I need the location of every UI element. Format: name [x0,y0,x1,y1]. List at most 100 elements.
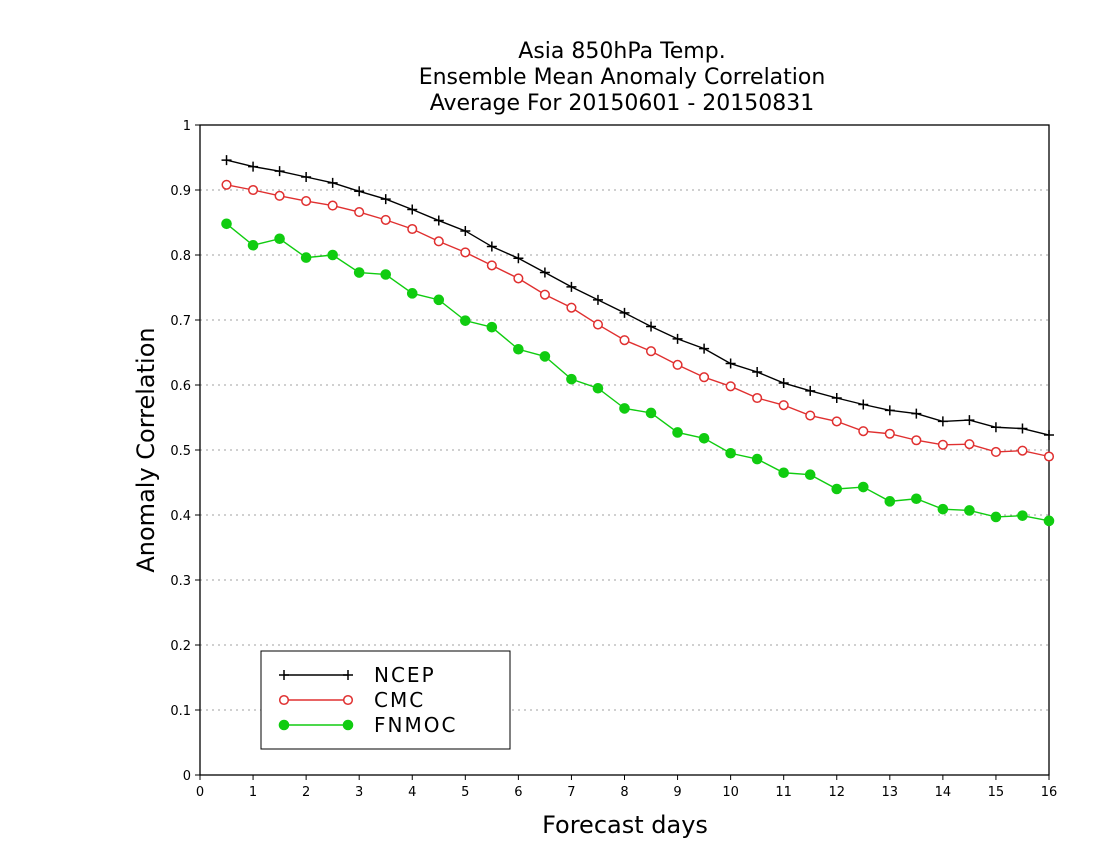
data-point [804,469,816,481]
data-point [433,294,445,306]
data-point [327,177,338,188]
data-point [964,439,975,450]
y-axis: 0 0.1 0.2 0.3 0.4 0.5 0.6 0.7 0.8 0.9 1 [170,119,200,784]
data-point [539,267,550,278]
data-point [221,155,232,166]
title-line-3: Average For 20150601 - 20150831 [430,91,815,116]
legend-label-fnmoc: FNMOC [374,713,457,737]
series-line-ncep [226,159,1050,436]
y-tick-label: 0.1 [170,704,191,719]
data-point [279,670,289,680]
x-tick-label: 11 [775,785,792,800]
series-ncep [221,155,1054,441]
data-point [301,196,312,207]
data-point [858,426,869,437]
data-point [805,410,816,421]
data-point [672,333,683,344]
data-point [911,493,922,505]
legend-item-fnmoc: FNMOC [278,713,457,737]
data-point [342,719,354,731]
x-axis: 0 1 2 3 4 5 6 7 8 9 10 11 12 13 14 15 16 [196,775,1057,800]
data-point [699,343,710,354]
y-tick-label: 0 [183,769,191,784]
data-point [221,218,232,230]
data-point [937,439,948,450]
data-point [566,281,577,292]
data-point [566,302,577,313]
data-point [353,267,365,278]
data-point [407,223,418,235]
x-axis-label: Forecast days [542,811,708,839]
data-point [592,382,604,394]
data-point [513,253,524,264]
data-point [406,288,418,299]
data-point [301,172,312,182]
data-point [486,321,498,333]
x-tick-label: 7 [567,785,575,800]
x-tick-label: 8 [620,785,628,800]
plot-series [221,155,1055,527]
data-point [672,427,683,438]
data-point [725,381,736,392]
data-point [274,190,285,201]
data-point [699,372,710,383]
x-tick-label: 3 [355,785,363,800]
data-point [486,241,497,252]
data-point [911,435,922,446]
data-point [778,378,789,389]
y-tick-label: 0.8 [170,249,191,264]
y-tick-label: 0.5 [170,444,191,459]
data-point [433,236,444,247]
title-line-2: Ensemble Mean Anomaly Correlation [419,65,826,90]
data-point [1043,451,1055,462]
data-point [619,335,630,346]
legend-item-ncep: NCEP [279,663,434,687]
data-point [433,215,444,226]
data-point [619,307,630,318]
gridlines [200,189,1049,711]
data-point [857,481,869,493]
data-point [725,447,736,459]
legend-item-cmc: CMC [278,688,425,712]
data-point [278,694,290,706]
data-point [672,359,683,370]
data-point [884,428,895,439]
data-point [619,403,630,414]
title-line-1: Asia 850hPa Temp. [518,39,725,64]
data-point [805,385,816,396]
data-point [566,373,577,385]
x-tick-label: 2 [302,785,310,800]
data-point [831,416,842,427]
data-point [778,467,789,479]
data-point [407,204,418,215]
data-point [725,358,736,369]
series-cmc [221,179,1055,462]
data-point [831,393,842,403]
data-point [539,351,551,362]
data-point [1044,430,1054,441]
data-point [248,161,259,172]
x-tick-label: 16 [1041,785,1058,800]
data-point [990,422,1001,433]
data-point [1017,445,1028,456]
data-point [460,225,471,236]
data-point [645,407,657,419]
x-tick-label: 13 [882,785,899,800]
data-point [278,719,290,731]
data-point [911,408,922,419]
data-point [354,207,365,218]
data-point [937,416,948,427]
data-point [698,433,710,444]
data-point [1017,510,1028,521]
data-point [327,249,338,261]
data-point [646,321,657,332]
data-point [486,260,497,271]
x-tick-label: 4 [408,785,416,800]
y-axis-label: Anomaly Correlation [132,327,160,572]
y-tick-label: 0.4 [170,509,191,524]
data-point [964,505,975,516]
legend-label-cmc: CMC [374,688,425,712]
data-point [300,252,312,263]
data-point [460,315,471,326]
